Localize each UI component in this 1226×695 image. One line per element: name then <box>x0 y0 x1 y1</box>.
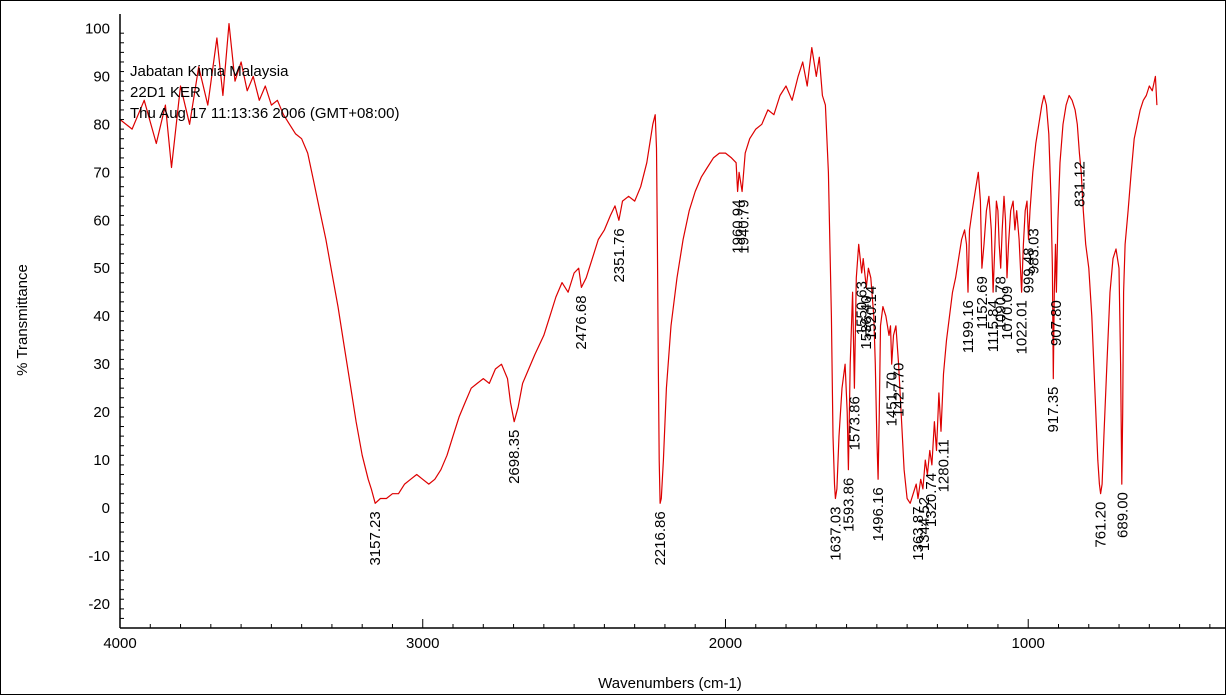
peak-label: 1536.40 <box>858 295 875 349</box>
y-tick-label: -10 <box>88 548 110 565</box>
x-axis: 4000 3000 2000 1000 <box>103 619 1225 652</box>
peak-label: 1940.79 <box>735 200 752 254</box>
y-tick-label: 60 <box>93 212 110 229</box>
peak-label: 1152.69 <box>974 276 991 329</box>
peak-label: 999.48 <box>1020 248 1037 294</box>
x-tick-label: 4000 <box>103 635 136 652</box>
peak-label: 1199.16 <box>960 300 977 353</box>
y-tick-label: 40 <box>93 308 110 325</box>
peak-label: 1960.94 <box>729 200 746 254</box>
peak-label: 761.20 <box>1093 502 1110 548</box>
peak-label: 1363.87 <box>910 507 927 561</box>
peak-label: 2698.35 <box>506 430 523 484</box>
x-tick-label: 3000 <box>406 635 439 652</box>
peak-label: 1320.74 <box>923 473 940 527</box>
peak-label: 983.03 <box>1025 228 1042 274</box>
peak-label: 1520.14 <box>863 286 880 340</box>
peak-label: 917.35 <box>1045 387 1062 433</box>
peak-label: 1115.84 <box>985 300 1002 352</box>
peak-label: 1427.70 <box>891 363 908 417</box>
peak-label: 1496.16 <box>870 487 887 541</box>
spectrum-line <box>119 23 1158 504</box>
peak-label: 1593.86 <box>840 478 857 532</box>
x-tick-label: 1000 <box>1012 635 1045 652</box>
peak-label: 831.12 <box>1071 161 1088 207</box>
peak-label: 2216.86 <box>652 511 669 565</box>
peak-label: 1280.11 <box>935 439 952 492</box>
peak-label: 1344.52 <box>916 497 933 551</box>
y-tick-label: 50 <box>93 260 110 277</box>
peak-label: 1451.70 <box>884 372 901 426</box>
peak-label: 1550.63 <box>854 281 871 335</box>
y-tick-label: 30 <box>93 356 110 373</box>
peak-labels: 3157.23 2698.35 2476.68 2351.76 2216.86 1960.… <box>367 161 1131 565</box>
peak-label: 689.00 <box>1114 492 1131 538</box>
y-tick-label: 100 <box>85 20 110 37</box>
y-tick-label: 70 <box>93 164 110 181</box>
peak-label: 2476.68 <box>573 295 590 349</box>
y-tick-label: 0 <box>102 500 110 517</box>
peak-label: 3157.23 <box>367 511 384 565</box>
plot-area <box>119 23 1158 504</box>
y-tick-label: 10 <box>93 452 110 469</box>
y-tick-label: 20 <box>93 404 110 421</box>
header-lab-name: Jabatan Kimia Malaysia <box>130 63 289 80</box>
y-axis-title: % Transmittance <box>14 264 31 376</box>
x-axis-title: Wavenumbers (cm-1) <box>598 675 742 692</box>
peak-label: 1022.01 <box>1014 300 1031 354</box>
peak-label: 1573.86 <box>847 396 864 450</box>
peak-label: 1637.03 <box>827 507 844 561</box>
peak-label: 2351.76 <box>611 228 628 282</box>
x-tick-label: 2000 <box>709 635 742 652</box>
header-sample-id: 22D1 KER <box>130 84 201 101</box>
y-tick-label: -20 <box>88 596 110 613</box>
y-tick-label: 90 <box>93 68 110 85</box>
header-timestamp: Thu Aug 17 11:13:36 2006 (GMT+08:00) <box>130 105 400 122</box>
peak-label: 907.80 <box>1048 300 1065 346</box>
peak-label: 1070.09 <box>999 286 1016 340</box>
y-tick-label: 80 <box>93 116 110 133</box>
peak-label: 1090.78 <box>993 276 1010 330</box>
